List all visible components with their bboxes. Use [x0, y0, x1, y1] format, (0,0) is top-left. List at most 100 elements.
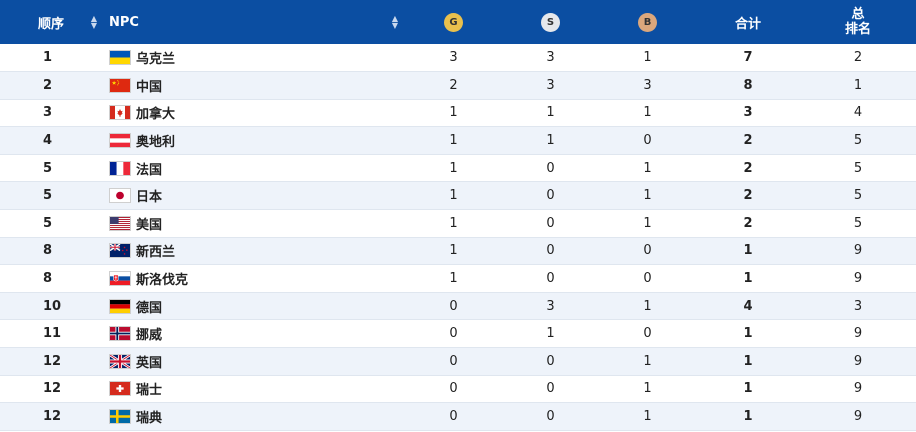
npc-cell[interactable]: 挪威: [103, 319, 405, 349]
table-row[interactable]: 5 法国 1 0 1 2 5: [0, 154, 916, 183]
silver-count: 1: [502, 319, 599, 349]
npc-cell[interactable]: 乌克兰: [103, 44, 405, 73]
silver-medal-icon: S: [541, 12, 560, 32]
total-header-label: 合计: [734, 16, 761, 32]
npc-cell[interactable]: 日本: [103, 181, 405, 211]
gold-count: 0: [405, 375, 502, 404]
country-name[interactable]: 瑞士: [136, 383, 163, 399]
table-row[interactable]: 12 瑞士 0 0 1 1 9: [0, 375, 916, 404]
npc-cell[interactable]: 瑞士: [103, 375, 405, 404]
country-name[interactable]: 挪威: [136, 328, 163, 344]
overall-rank: 1: [800, 71, 916, 100]
rank-cell: 1: [0, 44, 103, 73]
overall-rank: 4: [800, 99, 916, 128]
total-count: 1: [696, 319, 800, 349]
table-row[interactable]: 12 瑞典 0 0 1 1 9: [0, 402, 916, 431]
npc-cell[interactable]: 斯洛伐克: [103, 264, 405, 293]
rank-cell: 12: [0, 402, 103, 431]
gold-count: 3: [405, 44, 502, 73]
bronze-count: 1: [599, 99, 696, 128]
npc-column-header[interactable]: NPC ▲ ▼: [103, 0, 405, 44]
country-name[interactable]: 法国: [136, 162, 163, 178]
sort-icon[interactable]: ▲ ▼: [90, 14, 98, 30]
rank-cell: 12: [0, 375, 103, 404]
total-count: 1: [696, 347, 800, 376]
total-count: 1: [696, 375, 800, 404]
rank-cell: 5: [0, 209, 103, 238]
country-name[interactable]: 乌克兰: [136, 52, 176, 68]
country-name[interactable]: 瑞典: [136, 411, 163, 427]
npc-cell[interactable]: 加拿大: [103, 99, 405, 128]
gold-column-header[interactable]: G: [405, 0, 502, 44]
npc-cell[interactable]: 新西兰: [103, 237, 405, 266]
sweden-flag-icon: [109, 409, 131, 425]
country-name[interactable]: 加拿大: [136, 107, 176, 123]
rank-column-header[interactable]: 顺序 ▲ ▼: [0, 0, 103, 44]
sort-icon[interactable]: ▲ ▼: [391, 14, 399, 30]
npc-cell[interactable]: 奥地利: [103, 126, 405, 155]
gold-count: 1: [405, 237, 502, 266]
country-name[interactable]: 德国: [136, 300, 163, 316]
overall-rank-column-header[interactable]: 总 排名: [800, 0, 916, 44]
country-name[interactable]: 新西兰: [136, 245, 176, 261]
bronze-count: 1: [599, 292, 696, 321]
silver-count: 1: [502, 99, 599, 128]
gold-count: 1: [405, 209, 502, 238]
total-count: 3: [696, 99, 800, 128]
country-name[interactable]: 中国: [136, 79, 163, 95]
total-count: 1: [696, 402, 800, 431]
npc-cell[interactable]: 法国: [103, 154, 405, 183]
overall-header-line1: 总: [851, 7, 865, 22]
npc-cell[interactable]: 美国: [103, 209, 405, 238]
table-row[interactable]: 1 乌克兰 3 3 1 7 2: [0, 44, 916, 73]
table-body: 1 乌克兰 3 3 1 7 2 2 中国 2 3 3 8 1 3 加拿大 1 1 1 3 4 4 奥地利 1 1 0 2 5 5 法国 1 0…: [0, 44, 916, 431]
silver-count: 3: [502, 44, 599, 73]
total-column-header[interactable]: 合计: [696, 0, 800, 44]
country-name[interactable]: 斯洛伐克: [136, 273, 189, 289]
table-row[interactable]: 3 加拿大 1 1 1 3 4: [0, 99, 916, 128]
table-row[interactable]: 5 美国 1 0 1 2 5: [0, 209, 916, 238]
table-row[interactable]: 5 日本 1 0 1 2 5: [0, 181, 916, 211]
country-name[interactable]: 日本: [136, 190, 163, 206]
total-count: 1: [696, 237, 800, 266]
gold-count: 1: [405, 154, 502, 183]
rank-cell: 11: [0, 319, 103, 349]
table-row[interactable]: 10 德国 0 3 1 4 3: [0, 292, 916, 321]
country-name[interactable]: 英国: [136, 355, 163, 371]
npc-cell[interactable]: 瑞典: [103, 402, 405, 431]
bronze-count: 1: [599, 181, 696, 211]
bronze-count: 1: [599, 44, 696, 73]
npc-cell[interactable]: 中国: [103, 71, 405, 100]
gold-count: 0: [405, 402, 502, 431]
table-row[interactable]: 8 新西兰 1 0 0 1 9: [0, 237, 916, 266]
uk-flag-icon: [109, 353, 131, 369]
country-name[interactable]: 奥地利: [136, 135, 176, 151]
country-name[interactable]: 美国: [136, 217, 163, 233]
total-count: 1: [696, 264, 800, 293]
overall-rank: 9: [800, 237, 916, 266]
bronze-medal-icon: B: [638, 12, 657, 32]
table-row[interactable]: 12 英国 0 0 1 1 9: [0, 347, 916, 376]
npc-cell[interactable]: 英国: [103, 347, 405, 376]
table-row[interactable]: 4 奥地利 1 1 0 2 5: [0, 126, 916, 155]
bronze-count: 1: [599, 375, 696, 404]
canada-flag-icon: [109, 105, 131, 121]
new-zealand-flag-icon: [109, 243, 131, 259]
silver-column-header[interactable]: S: [502, 0, 599, 44]
gold-medal-icon: G: [444, 12, 463, 32]
bronze-count: 1: [599, 209, 696, 238]
bronze-count: 0: [599, 126, 696, 155]
gold-count: 1: [405, 264, 502, 293]
silver-count: 3: [502, 292, 599, 321]
total-count: 2: [696, 126, 800, 155]
table-header-row: 顺序 ▲ ▼ NPC ▲ ▼ G S B 合计 总 排名: [0, 0, 916, 44]
rank-cell: 8: [0, 237, 103, 266]
rank-cell: 5: [0, 181, 103, 211]
npc-cell[interactable]: 德国: [103, 292, 405, 321]
table-row[interactable]: 8 斯洛伐克 1 0 0 1 9: [0, 264, 916, 293]
table-row[interactable]: 2 中国 2 3 3 8 1: [0, 71, 916, 100]
silver-count: 0: [502, 375, 599, 404]
table-row[interactable]: 11 挪威 0 1 0 1 9: [0, 319, 916, 349]
bronze-column-header[interactable]: B: [599, 0, 696, 44]
